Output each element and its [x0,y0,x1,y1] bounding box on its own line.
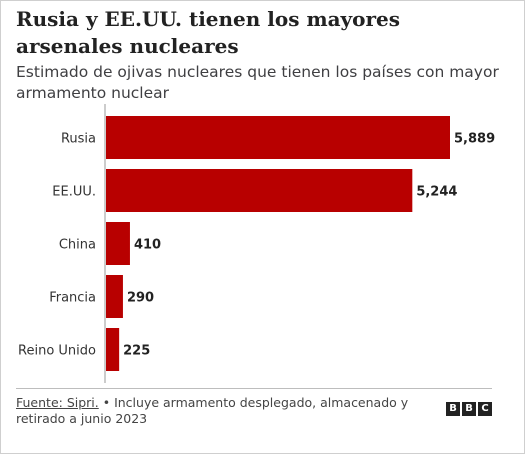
category-label: EE.UU. [52,185,96,200]
source-link[interactable]: Fuente: Sipri. [16,395,99,410]
footer-note: • Incluye armamento desplegado, almacena… [16,395,409,426]
bar-chart: Rusia EE.UU. China Francia Reino Unido 5,889… [18,104,495,383]
bar-rusia [106,116,450,159]
bbc-logo: B B C [446,402,492,416]
category-label: Francia [49,291,96,306]
bbc-logo-letter: C [478,402,492,416]
value-label: 225 [123,344,150,359]
value-label: 410 [134,238,161,253]
footer-divider [16,388,492,389]
bbc-logo-letter: B [462,402,476,416]
value-labels: 5,889 5,244 410 290 225 [123,132,495,359]
value-label: 290 [127,291,154,306]
value-label: 5,244 [416,185,457,200]
bar-ee-uu- [106,169,413,212]
bar-reino-unido [106,328,120,371]
value-label: 5,889 [454,132,495,147]
category-label: Rusia [61,132,96,147]
category-label: China [59,238,96,253]
bar-francia [106,275,123,318]
bar-china [106,222,130,265]
category-label: Reino Unido [18,344,96,359]
chart-title: Rusia y EE.UU. tienen los mayores arsena… [16,7,401,58]
chart-subtitle: Estimado de ojivas nucleares que tienen … [16,63,499,102]
footer: Fuente: Sipri. • Incluye armamento despl… [16,395,436,427]
bbc-logo-letter: B [446,402,460,416]
category-labels: Rusia EE.UU. China Francia Reino Unido [18,132,96,359]
bars [106,116,450,371]
